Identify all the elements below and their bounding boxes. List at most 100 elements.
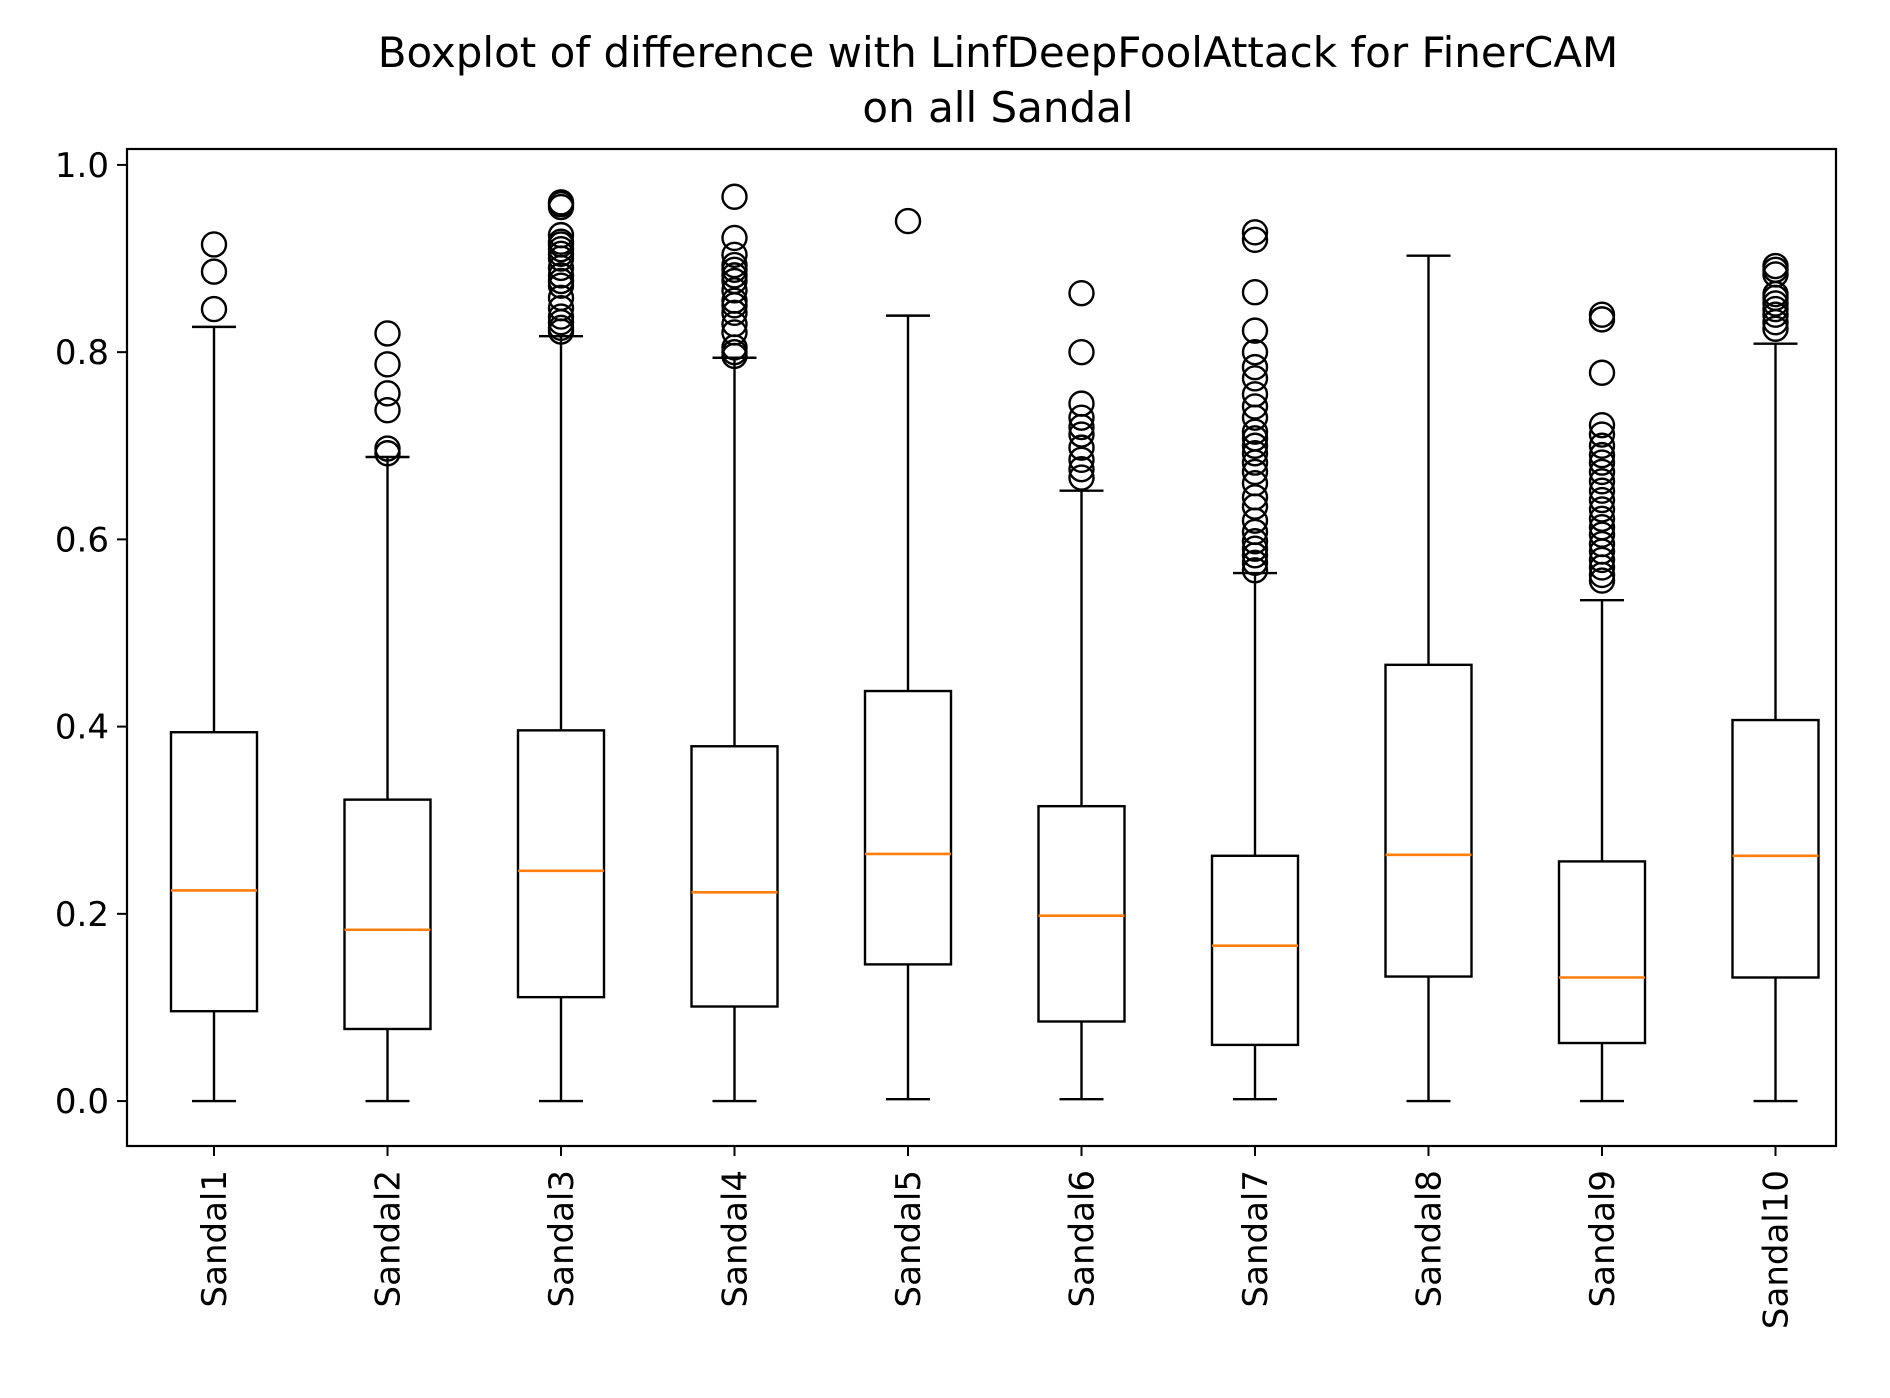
outlier-point [1241,381,1269,408]
outlier-point [1241,518,1269,546]
outlier-point [721,251,748,279]
x-tick-label: Sandal4 [716,1170,756,1307]
outlier-point [1588,477,1616,504]
iqr-box [690,745,779,1008]
box-group-2 [343,320,432,1103]
outlier-point [1241,219,1269,246]
iqr-box [169,731,259,1013]
x-tick-label: Sandal1 [195,1170,235,1307]
x-tick-label: Sandal6 [1063,1170,1103,1307]
outlier-point [1241,365,1269,392]
outlier-point [721,183,748,210]
outlier-point [1068,434,1095,461]
outlier-point [1241,393,1269,420]
outlier-point [1588,458,1616,486]
outlier-point [721,319,748,346]
outlier-point [1588,530,1616,558]
outlier-point [1241,549,1269,576]
iqr-box [1210,854,1300,1047]
box-group-10 [1731,252,1820,1103]
outlier-point [721,224,748,252]
plot-frame [125,147,1838,1148]
chart-title-line-1: Boxplot of difference with LinfDeepFoolA… [378,28,1619,77]
box-group-6 [1037,279,1126,1101]
y-tick-label: 0.8 [55,333,109,373]
outlier-point [1588,301,1616,328]
y-tick-label: 0.4 [55,708,109,748]
outlier-point [374,380,401,407]
outlier-point [1068,279,1095,307]
outlier-point [374,435,401,462]
outlier-point [1588,468,1616,495]
outlier-point [374,320,401,347]
outlier-point [721,267,748,295]
box-group-9 [1557,301,1647,1103]
y-tick-label: 1.0 [55,146,109,186]
outlier-point [1068,404,1095,431]
x-tick-label: Sandal3 [542,1170,582,1307]
iqr-box [1037,804,1126,1023]
outlier-point [1241,425,1269,452]
iqr-box [1731,718,1820,979]
outlier-point [1241,317,1269,344]
outlier-point [1762,290,1789,317]
outlier-point [1068,338,1095,366]
x-tick-label: Sandal2 [369,1170,409,1307]
outlier-point [1241,418,1269,445]
outlier-point [1588,441,1616,469]
outlier-point [200,231,228,258]
outlier-point [1762,252,1789,280]
outlier-point [1241,528,1269,555]
outlier-point [547,221,575,249]
outlier-point [1241,440,1269,467]
outlier-point [1588,359,1616,386]
outlier-point [547,189,575,216]
outlier-point [1588,496,1616,523]
outlier-point [721,277,748,304]
box-group-8 [1384,254,1473,1103]
box-group-3 [516,189,606,1103]
iqr-box [516,729,606,999]
x-tick-label: Sandal8 [1410,1170,1450,1307]
outlier-point [1241,226,1269,254]
outlier-point [1588,505,1616,532]
outlier-point [200,258,228,285]
box-group-7 [1210,219,1300,1101]
outlier-point [721,287,748,314]
plot-marks [169,183,1820,1103]
outlier-point [1588,486,1616,514]
outlier-point [1762,295,1789,323]
outlier-point [547,228,575,255]
outlier-point [374,396,401,424]
x-tick-label: Sandal5 [889,1170,929,1307]
outlier-point [1241,484,1269,511]
outlier-point [200,295,228,323]
iqr-box [1384,663,1473,978]
iqr-box [863,689,953,966]
outlier-point [547,303,575,330]
outlier-point [1241,432,1269,459]
outlier-point [1068,390,1095,417]
outlier-point [1241,353,1269,381]
outlier-point [1588,567,1616,594]
outlier-point [1588,411,1616,439]
outlier-point [1762,315,1789,342]
x-tick-label: Sandal9 [1583,1170,1623,1307]
outlier-point [1241,338,1269,366]
outlier-point [1241,279,1269,306]
outlier-point [547,284,575,312]
box-group-5 [863,207,953,1101]
x-tick-label: Sandal7 [1236,1170,1276,1307]
x-tick-label: Sandal10 [1757,1170,1797,1329]
outlier-point [1588,521,1616,548]
outlier-point [1068,421,1095,448]
outlier-point [1068,446,1095,474]
outlier-point [894,207,922,235]
outlier-point [721,241,748,268]
iqr-box [343,798,432,1031]
outlier-point [1241,557,1269,584]
y-axis: 0.0 0.2 0.4 0.6 0.8 1.0 [55,146,127,1122]
outlier-point [547,262,575,289]
